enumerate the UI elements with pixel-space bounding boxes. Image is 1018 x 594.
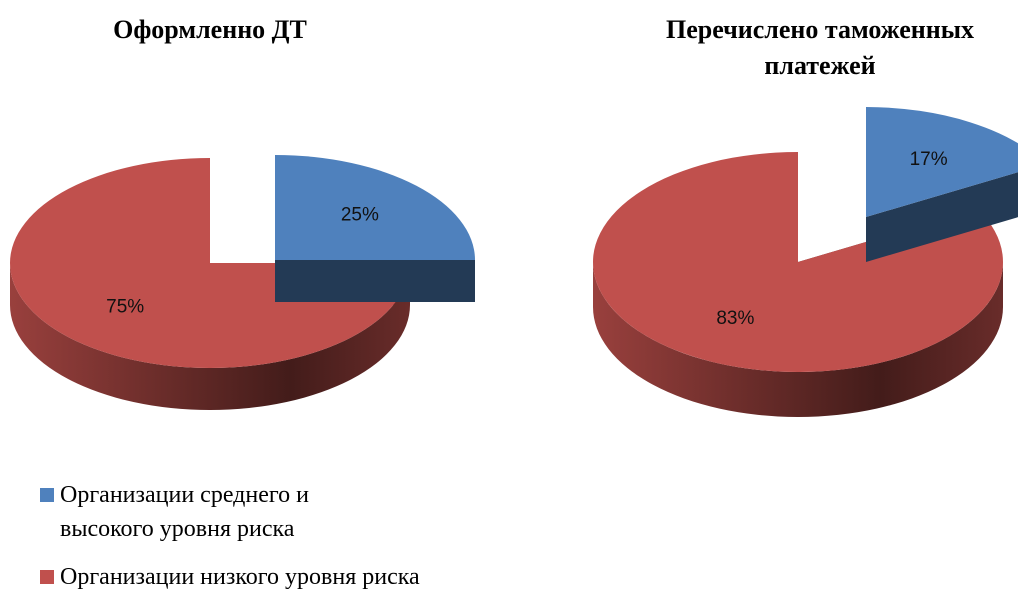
data-label: 83% [716, 308, 754, 329]
legend-swatch [40, 570, 54, 584]
pie-slice [275, 155, 475, 260]
slice-side [10, 263, 410, 410]
slice-wall [275, 260, 475, 302]
legend-label: Организации низкого уровня риска [60, 564, 420, 590]
legend-item: Организации среднего и высокого уровня р… [40, 478, 360, 546]
legend-item: Организации низкого уровня риска [40, 560, 540, 594]
pie-slice [10, 158, 410, 368]
pie-slice [593, 152, 1004, 372]
legend-label: Организации среднего и высокого уровня р… [60, 482, 309, 542]
data-label: 75% [106, 297, 144, 318]
chart-title: Перечислено таможенных платежей [665, 15, 975, 80]
charts: 75% 25% 83% 17% [10, 107, 1018, 417]
chart-title: Оформленно ДТ [113, 15, 307, 44]
slice-wall [866, 172, 1018, 262]
data-label: 25% [341, 204, 379, 225]
legend-swatch [40, 488, 54, 502]
pie-slice [866, 107, 1018, 217]
data-label: 17% [910, 149, 948, 170]
slice-side [593, 262, 1003, 417]
